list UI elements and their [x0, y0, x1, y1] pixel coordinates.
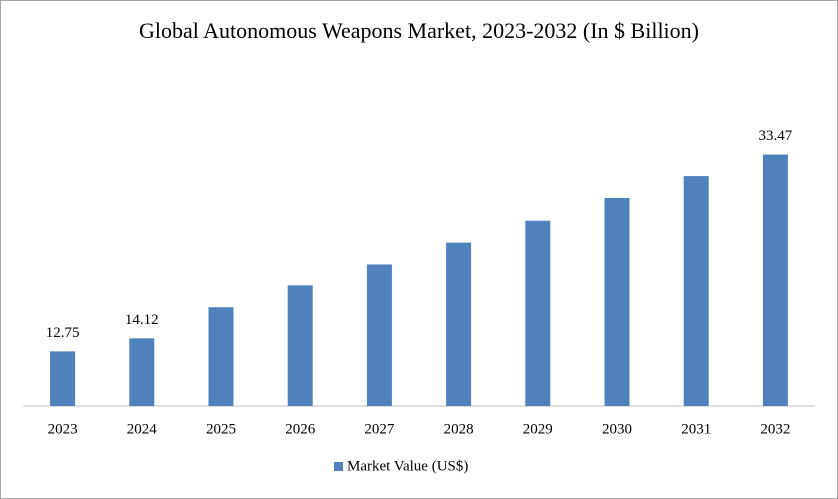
chart-title: Global Autonomous Weapons Market, 2023-2… [139, 18, 699, 43]
x-tick-label: 2030 [602, 421, 632, 437]
x-tick-label: 2025 [206, 421, 236, 437]
x-tick-label: 2032 [760, 421, 790, 437]
bar [683, 176, 709, 406]
x-tick-label: 2026 [285, 421, 316, 437]
x-tick-label: 2023 [48, 421, 78, 437]
bar [366, 264, 392, 406]
bar [762, 154, 788, 406]
data-label: 33.47 [759, 128, 793, 144]
legend-swatch [334, 462, 343, 471]
data-label: 12.75 [46, 325, 80, 341]
x-tick-label: 2024 [127, 421, 158, 437]
bar [287, 285, 313, 406]
bar [446, 242, 472, 406]
x-tick-label: 2028 [444, 421, 474, 437]
bar [604, 197, 630, 406]
bar [208, 307, 234, 406]
legend-label: Market Value (US$) [347, 458, 468, 474]
bar [50, 351, 76, 406]
bar [525, 220, 551, 406]
x-tick-label: 2027 [364, 421, 395, 437]
x-tick-label: 2029 [523, 421, 553, 437]
bar [129, 338, 155, 406]
data-label: 14.12 [125, 312, 159, 328]
x-tick-label: 2031 [681, 421, 711, 437]
